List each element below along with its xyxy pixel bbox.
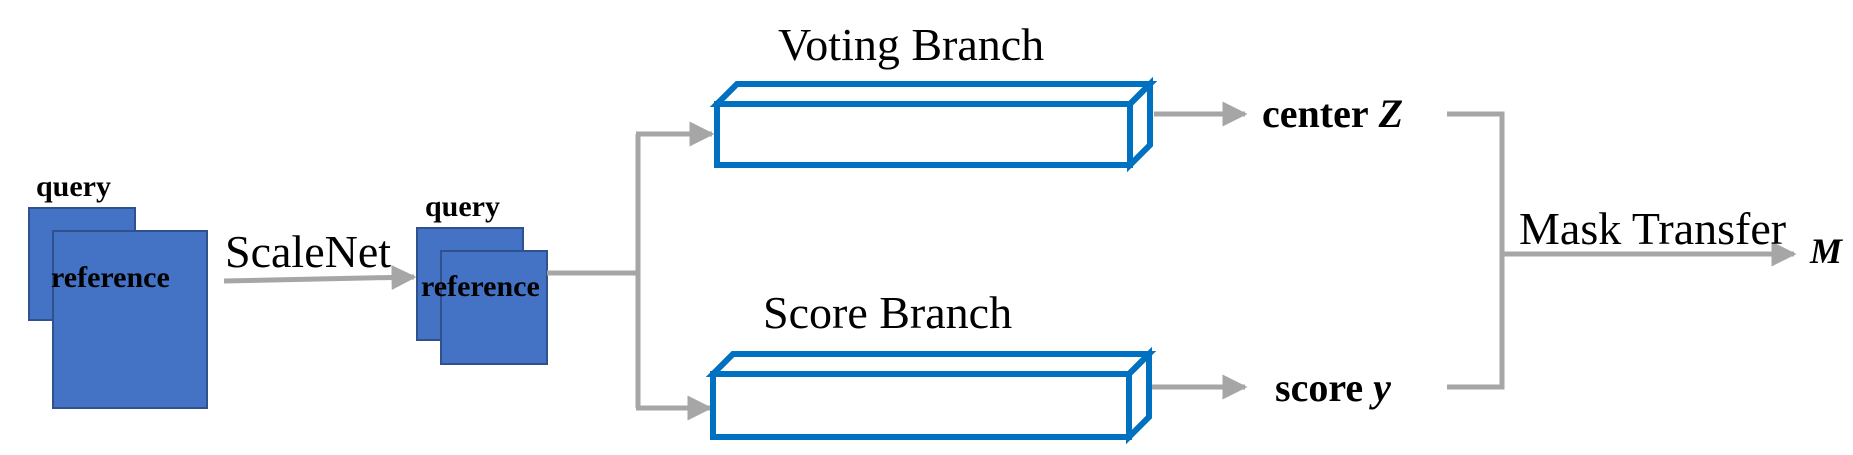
mask-transfer-label: Mask Transfer (1519, 203, 1787, 254)
score-branch-block (705, 346, 1157, 445)
merge-bracket (1447, 111, 1505, 390)
input-query-label: query (36, 170, 111, 203)
scalenet-label: ScaleNet (225, 226, 392, 277)
scalenet-arrow (223, 264, 417, 290)
scaled-reference-label: reference (421, 270, 540, 303)
mask-output-var: M (1810, 231, 1843, 271)
center-output-label: center Z (1262, 94, 1403, 134)
scaled-reference-card (440, 250, 548, 365)
input-reference-card (52, 230, 208, 409)
score-output-label: score y (1275, 368, 1391, 408)
voting-branch-block (709, 76, 1158, 173)
score-output-var: y (1373, 365, 1391, 410)
scaled-query-label: query (425, 190, 500, 223)
score-output-text: score (1275, 365, 1364, 410)
center-output-text: center (1262, 91, 1369, 136)
center-output-var: Z (1378, 91, 1404, 136)
score-branch-title: Score Branch (763, 287, 1013, 338)
voting-branch-title: Voting Branch (778, 19, 1045, 70)
input-reference-label: reference (51, 261, 170, 294)
